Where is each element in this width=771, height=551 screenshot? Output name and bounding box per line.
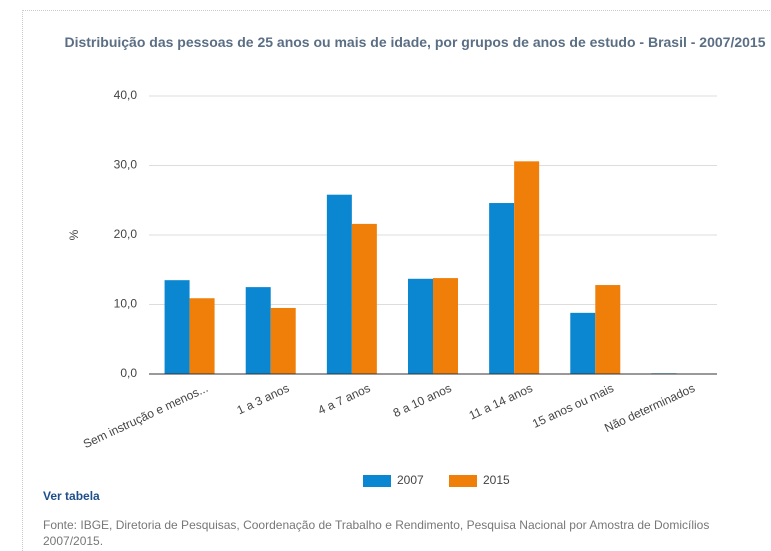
bar [570,312,596,374]
bar [326,194,352,374]
legend-swatch [363,475,391,487]
chart: 0,0 10,0 20,0 30,0 40,0% Sem instrução e meno… [67,88,717,487]
bar [351,223,377,374]
y-tick-label: 0,0 [120,366,137,380]
bar [189,298,215,374]
x-tick-label: 8 a 10 anos [391,381,454,420]
legend-swatch [449,475,477,487]
x-tick-label: 11 a 14 anos [467,381,535,423]
x-tick-label: Não determinados [602,381,697,435]
view-table-link[interactable]: Ver tabela [43,489,100,503]
y-tick-label: 10,0 [114,297,138,311]
x-tick-label: 1 a 3 anos [235,381,292,417]
x-tick-label: 4 a 7 anos [316,381,373,417]
y-axis-label: % [67,229,81,240]
legend-label: 2007 [397,473,424,487]
bar [245,287,271,374]
bar [514,161,540,374]
chart-title: Distribuição das pessoas de 25 anos ou m… [64,34,766,50]
source-note: Fonte: IBGE, Diretoria de Pesquisas, Coo… [43,518,710,548]
chart-frame: Distribuição das pessoas de 25 anos ou m… [22,10,771,551]
legend-label: 2015 [483,473,510,487]
bar [433,278,458,374]
y-tick-label: 40,0 [114,88,138,102]
y-tick-label: 20,0 [114,227,138,241]
y-tick-label: 30,0 [114,158,138,172]
bar [489,203,515,374]
bar [595,285,621,374]
bar [164,280,190,374]
x-tick-label: Sem instrução e menos... [81,381,210,451]
bar [408,278,433,374]
bar [270,307,296,374]
